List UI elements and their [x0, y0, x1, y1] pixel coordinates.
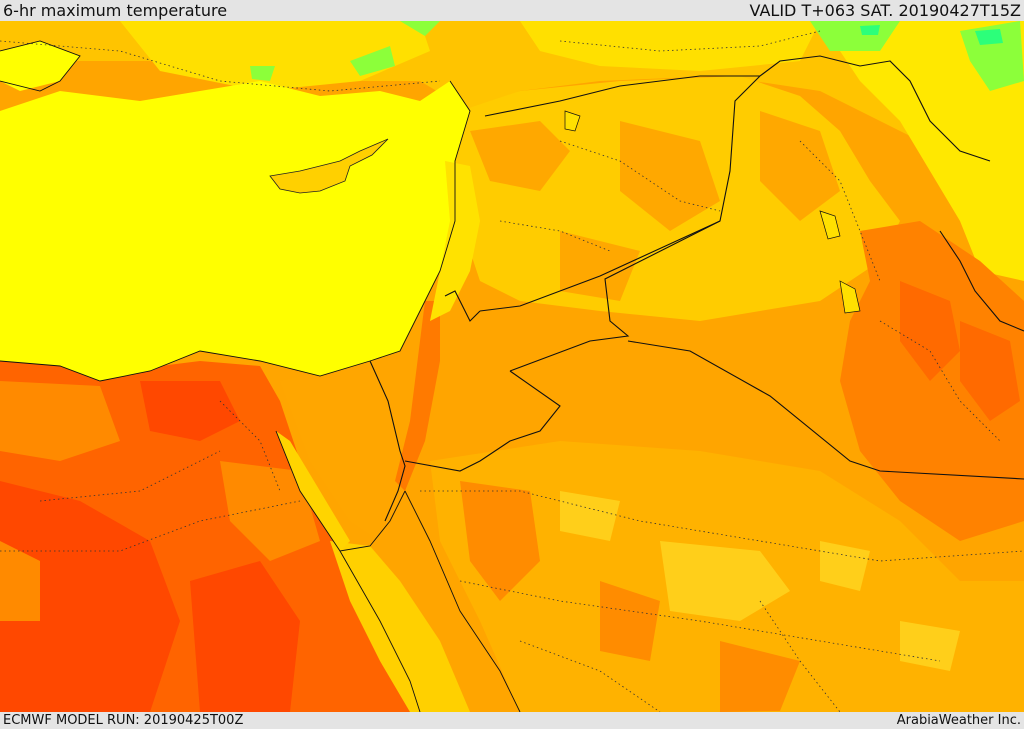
- egypt-deep-red: [0, 381, 300, 712]
- jordan-valley: [395, 301, 440, 491]
- northeast-bright-green: [860, 25, 1003, 45]
- lakes: [564, 110, 861, 314]
- valid-time: VALID T+063 SAT. 20190427T15Z: [749, 1, 1021, 20]
- northern-yellow-patches: [120, 21, 820, 91]
- egypt-orange-patches: [0, 381, 320, 621]
- saudi-dark-patches: [460, 481, 800, 712]
- map-canvas: [0, 21, 1024, 712]
- northeast-yellow-band: [820, 21, 1024, 281]
- levant-coast-strip: [430, 161, 480, 321]
- credit-label: ArabiaWeather Inc.: [896, 713, 1021, 728]
- syria-orange-patches: [470, 111, 840, 301]
- cyprus: [269, 138, 389, 194]
- header-bar: 6-hr maximum temperature VALID T+063 SAT…: [0, 0, 1024, 21]
- temperature-map[interactable]: [0, 21, 1024, 712]
- footer-bar: ECMWF MODEL RUN: 20190425T00Z ArabiaWeat…: [0, 712, 1024, 729]
- gulf-of-suez: [276, 431, 350, 551]
- country-borders: [369, 55, 1024, 522]
- map-title: 6-hr maximum temperature: [3, 1, 228, 20]
- northeast-green-patches: [250, 21, 1024, 91]
- mediterranean-sea: [0, 81, 470, 381]
- coastlines: [0, 40, 521, 712]
- iraq-red-patches: [900, 281, 1020, 421]
- saudi-yellow-patches: [560, 491, 960, 671]
- aegean-sea: [0, 41, 80, 91]
- province-boundaries: [0, 30, 1024, 712]
- iraq-dark-orange: [840, 221, 1024, 541]
- sinai-field: [280, 361, 400, 541]
- red-sea: [330, 541, 470, 712]
- model-run-label: ECMWF MODEL RUN: 20190425T00Z: [3, 713, 244, 728]
